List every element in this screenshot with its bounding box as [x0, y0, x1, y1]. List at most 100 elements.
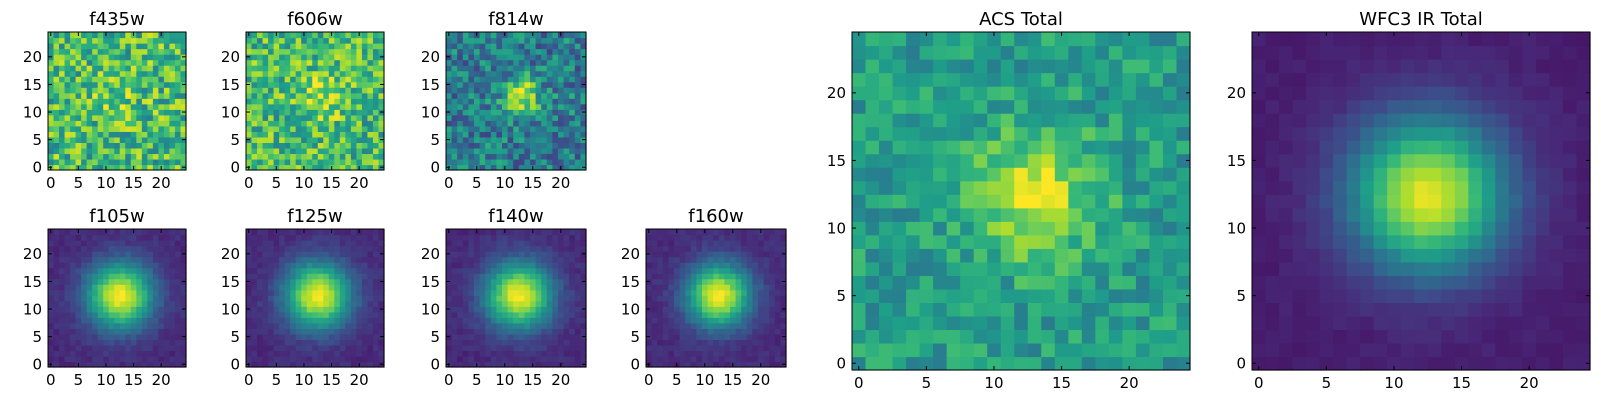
heatmap-cell: [164, 251, 170, 257]
heatmap-cell: [312, 279, 318, 285]
heatmap-cell: [169, 104, 175, 110]
heatmap-cell: [893, 181, 907, 195]
heatmap-cell: [747, 334, 753, 340]
heatmap-cell: [1001, 194, 1015, 208]
heatmap-cell: [98, 104, 104, 110]
heatmap-cell: [65, 131, 71, 137]
heatmap-cell: [48, 120, 54, 126]
heatmap-cell: [769, 306, 775, 312]
heatmap-cell: [652, 235, 658, 241]
heatmap-cell: [519, 251, 525, 257]
heatmap-cell: [663, 290, 669, 296]
heatmap-cell: [713, 317, 719, 323]
heatmap-cell: [552, 120, 558, 126]
heatmap-cell: [290, 148, 296, 154]
heatmap-cell: [48, 159, 54, 165]
heatmap-cell: [491, 323, 497, 329]
heatmap-cell: [502, 339, 508, 345]
heatmap-cell: [547, 295, 553, 301]
heatmap-cell: [730, 350, 736, 356]
heatmap-cell: [536, 159, 542, 165]
heatmap-cell: [65, 38, 71, 44]
heatmap-cell: [1055, 275, 1069, 289]
heatmap-cell: [109, 317, 115, 323]
heatmap-cell: [547, 284, 553, 290]
y-tick-label: 10: [621, 300, 640, 318]
heatmap-cell: [65, 312, 71, 318]
heatmap-cell: [524, 350, 530, 356]
heatmap-cell: [474, 356, 480, 362]
heatmap-cell: [879, 248, 893, 262]
heatmap-cell: [657, 235, 663, 241]
heatmap-cell: [552, 350, 558, 356]
heatmap-cell: [1055, 235, 1069, 249]
heatmap-cell: [691, 312, 697, 318]
heatmap-cell: [524, 235, 530, 241]
heatmap-cell: [164, 295, 170, 301]
heatmap-cell: [334, 251, 340, 257]
heatmap-cell: [524, 328, 530, 334]
heatmap-cell: [646, 356, 652, 362]
heatmap-cell: [48, 268, 54, 274]
heatmap-cell: [519, 290, 525, 296]
heatmap-cell: [246, 148, 252, 154]
heatmap-cell: [257, 284, 263, 290]
heatmap-cell: [142, 273, 148, 279]
heatmap-cell: [1001, 248, 1015, 262]
heatmap-cell: [312, 356, 318, 362]
heatmap-cell: [736, 268, 742, 274]
heatmap-cell: [474, 109, 480, 115]
heatmap-cell: [59, 65, 65, 71]
heatmap-cell: [329, 82, 335, 88]
heatmap-cell: [519, 328, 525, 334]
heatmap-cell: [569, 93, 575, 99]
heatmap-cell: [1109, 194, 1123, 208]
heatmap-cell: [485, 251, 491, 257]
heatmap-cell: [547, 153, 553, 159]
heatmap-cell: [524, 345, 530, 351]
heatmap-cell: [564, 323, 570, 329]
heatmap-cell: [142, 120, 148, 126]
heatmap-cell: [279, 262, 285, 268]
heatmap-cell: [558, 65, 564, 71]
heatmap-cell: [109, 115, 115, 121]
heatmap-cell: [558, 268, 564, 274]
heatmap-cell: [541, 339, 547, 345]
heatmap-cell: [474, 104, 480, 110]
heatmap-cell: [663, 268, 669, 274]
heatmap-cell: [947, 221, 961, 235]
heatmap-cell: [775, 295, 781, 301]
heatmap-cell: [296, 153, 302, 159]
heatmap-cell: [652, 251, 658, 257]
heatmap-cell: [496, 109, 502, 115]
heatmap-cell: [920, 208, 934, 222]
heatmap-cell: [696, 290, 702, 296]
heatmap-cell: [285, 240, 291, 246]
heatmap-cell: [485, 76, 491, 82]
heatmap-cell: [274, 284, 280, 290]
heatmap-cell: [1082, 194, 1096, 208]
heatmap-cell: [974, 343, 988, 357]
heatmap-cell: [1028, 194, 1042, 208]
y-tick-label: 10: [421, 103, 440, 121]
x-tick-label: 10: [294, 371, 313, 389]
heatmap-cell: [92, 76, 98, 82]
heatmap-cell: [564, 251, 570, 257]
heatmap-cell: [92, 126, 98, 132]
heatmap-cell: [446, 323, 452, 329]
heatmap-cell: [485, 109, 491, 115]
heatmap-cell: [356, 126, 362, 132]
heatmap-cell: [558, 153, 564, 159]
heatmap-cell: [1041, 235, 1055, 249]
heatmap-cell: [81, 317, 87, 323]
heatmap-cell: [257, 98, 263, 104]
heatmap-cell: [680, 246, 686, 252]
heatmap-cell: [65, 109, 71, 115]
heatmap-cell: [457, 273, 463, 279]
heatmap-cell: [268, 153, 274, 159]
heatmap-cell: [153, 38, 159, 44]
heatmap-cell: [301, 87, 307, 93]
heatmap-cell: [169, 93, 175, 99]
heatmap-cell: [463, 104, 469, 110]
